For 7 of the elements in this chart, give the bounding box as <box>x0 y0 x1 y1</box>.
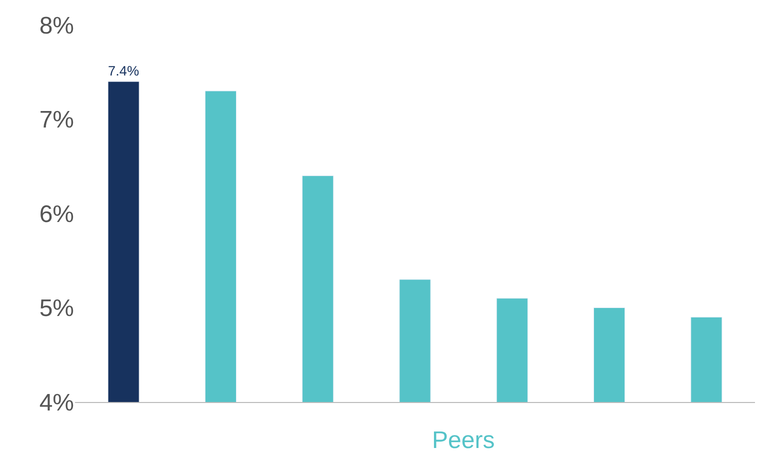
y-tick-label: 5% <box>39 295 74 322</box>
text: Peers <box>432 427 495 454</box>
data-label: 7.4% <box>108 63 140 78</box>
y-tick-label: 4% <box>39 389 74 416</box>
y-tick-label: 6% <box>39 200 74 228</box>
y-tick-label: 7% <box>39 106 74 134</box>
y-tick-label: 8% <box>39 12 74 40</box>
